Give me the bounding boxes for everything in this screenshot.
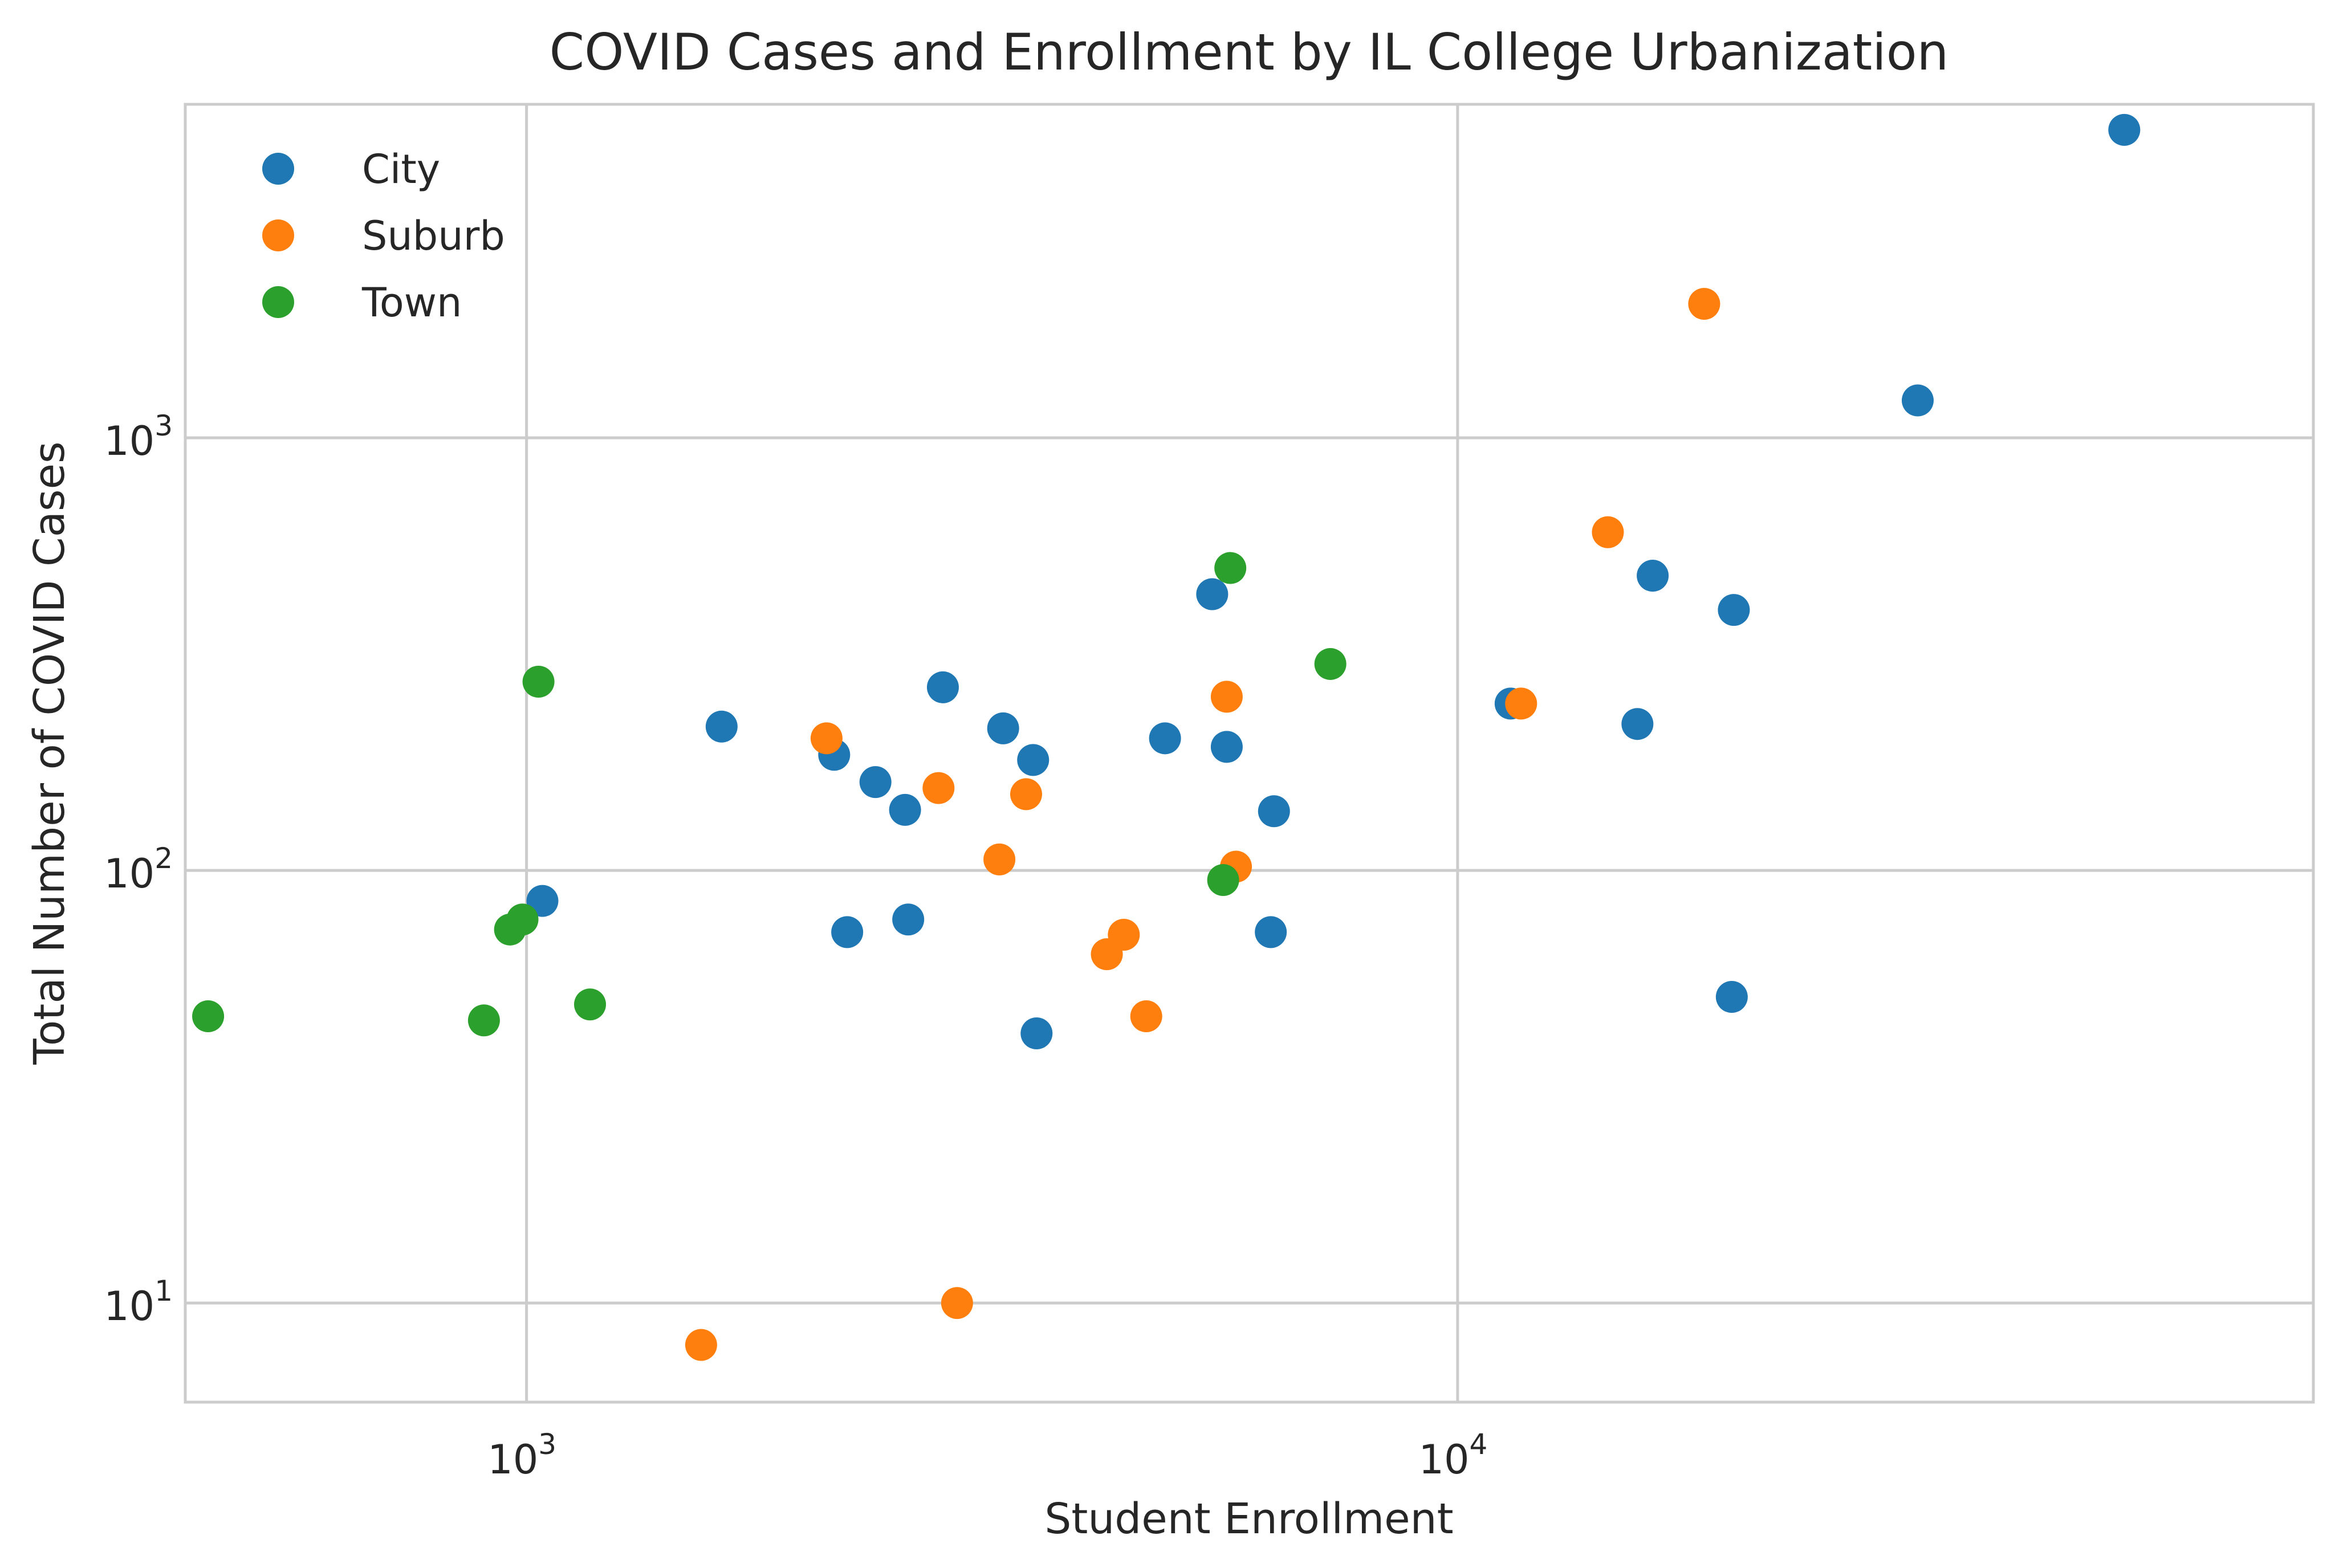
y-tick-base: 10 bbox=[104, 418, 154, 465]
legend: City Suburb Town bbox=[262, 146, 505, 326]
suburb-point bbox=[941, 1287, 973, 1319]
town-point bbox=[192, 1000, 225, 1033]
town-point bbox=[574, 988, 607, 1021]
y-tick-label: 101 bbox=[104, 1274, 173, 1330]
city-point bbox=[892, 903, 925, 936]
city-point bbox=[1196, 578, 1229, 610]
suburb-point bbox=[1592, 516, 1624, 548]
suburb-point bbox=[1108, 918, 1140, 951]
suburb-point bbox=[983, 843, 1016, 875]
y-tick-exponent: 3 bbox=[154, 409, 173, 442]
plot-area-frame bbox=[184, 103, 2315, 1404]
x-tick-label: 103 bbox=[487, 1428, 556, 1483]
x-tick-label: 104 bbox=[1418, 1428, 1487, 1483]
town-point bbox=[1214, 552, 1247, 584]
legend-label-town: Town bbox=[361, 279, 462, 326]
suburb-point bbox=[1505, 687, 1537, 720]
suburb-point bbox=[1688, 288, 1720, 320]
city-point bbox=[831, 916, 864, 948]
data-points bbox=[192, 113, 2141, 1361]
city-point bbox=[926, 671, 959, 703]
x-tick-exponent: 3 bbox=[538, 1428, 556, 1461]
suburb-point bbox=[1010, 778, 1042, 811]
y-tick-exponent: 2 bbox=[154, 842, 173, 875]
city-point bbox=[705, 710, 738, 743]
y-tick-base: 10 bbox=[104, 1283, 154, 1330]
legend-label-suburb: Suburb bbox=[362, 213, 505, 259]
city-point bbox=[1901, 384, 1934, 417]
y-tick-exponent: 1 bbox=[154, 1274, 173, 1308]
city-point bbox=[859, 766, 892, 799]
suburb-point bbox=[685, 1329, 717, 1361]
town-point bbox=[506, 903, 539, 936]
x-axis-label: Student Enrollment bbox=[1044, 1494, 1453, 1543]
city-point bbox=[987, 712, 1019, 744]
city-point bbox=[1637, 560, 1669, 592]
city-point bbox=[1017, 744, 1050, 776]
legend-marker-suburb bbox=[262, 219, 294, 251]
city-point bbox=[1715, 981, 1748, 1013]
city-point bbox=[1255, 916, 1287, 948]
x-tick-exponent: 4 bbox=[1470, 1428, 1488, 1461]
suburb-point bbox=[810, 722, 843, 755]
y-tick-base: 10 bbox=[104, 850, 154, 897]
y-tick-label: 103 bbox=[104, 409, 173, 465]
city-point bbox=[1210, 731, 1243, 763]
legend-marker-town bbox=[262, 286, 294, 318]
city-point bbox=[526, 885, 559, 917]
town-point bbox=[467, 1004, 500, 1037]
x-tick-base: 10 bbox=[487, 1436, 538, 1483]
y-tick-label: 102 bbox=[104, 842, 173, 897]
suburb-point bbox=[1210, 681, 1243, 713]
town-point bbox=[1207, 864, 1239, 896]
city-point bbox=[1258, 795, 1290, 828]
town-point bbox=[1314, 647, 1347, 680]
city-point bbox=[1149, 722, 1181, 755]
x-tick-base: 10 bbox=[1418, 1436, 1469, 1483]
city-point bbox=[889, 793, 921, 826]
legend-marker-city bbox=[262, 153, 294, 185]
town-point bbox=[522, 666, 555, 698]
y-axis-label: Total Number of COVID Cases bbox=[25, 441, 74, 1065]
city-point bbox=[1020, 1017, 1053, 1050]
suburb-point bbox=[1130, 1000, 1162, 1033]
legend-label-city: City bbox=[362, 146, 440, 193]
city-point bbox=[1718, 594, 1750, 626]
city-point bbox=[2108, 113, 2141, 146]
city-point bbox=[1621, 708, 1654, 740]
suburb-point bbox=[922, 772, 955, 804]
chart-title: COVID Cases and Enrollment by IL College… bbox=[550, 23, 1949, 82]
